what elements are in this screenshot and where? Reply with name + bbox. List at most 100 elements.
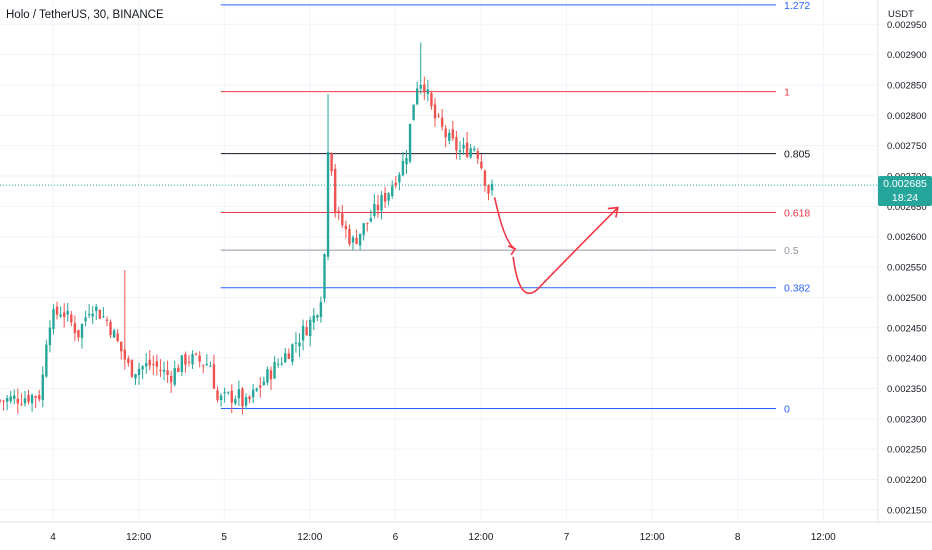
price-tick-label: 0.002500 xyxy=(887,293,927,304)
candle-body xyxy=(455,137,458,151)
candle-body xyxy=(244,397,248,406)
candle-body xyxy=(191,354,194,365)
chart-title: Holo / TetherUS, 30, BINANCE xyxy=(6,9,164,21)
candle-body xyxy=(48,327,52,346)
candle-body xyxy=(490,183,494,191)
candle-body xyxy=(412,104,415,121)
candle-body xyxy=(319,301,323,318)
candle-body xyxy=(219,395,223,400)
projection-down-arrow[interactable] xyxy=(493,197,516,250)
candle-body xyxy=(2,400,5,402)
candle-body xyxy=(266,369,269,383)
candle-body xyxy=(166,370,169,375)
time-tick-label: 12:00 xyxy=(811,532,836,543)
arrowhead-icon xyxy=(607,206,619,218)
candle-body xyxy=(326,152,330,257)
candle-body xyxy=(355,237,358,244)
candle-body xyxy=(70,314,73,323)
price-tick-label: 0.002800 xyxy=(887,111,927,122)
candle-body xyxy=(351,237,355,243)
candle-body xyxy=(387,193,390,201)
candle-body xyxy=(77,329,80,338)
candle-body xyxy=(330,153,333,172)
candle-body xyxy=(80,324,84,338)
candle-body xyxy=(437,115,440,117)
candle-body xyxy=(430,93,433,107)
candle-body xyxy=(134,374,137,379)
candle-body xyxy=(398,174,401,183)
candle-body xyxy=(473,148,476,151)
candle-body xyxy=(16,398,20,404)
candle-body xyxy=(9,396,12,402)
price-axis[interactable]: 0.002950 0.002900 0.002850 0.002800 0.002750… xyxy=(887,20,927,517)
grid-lines xyxy=(0,0,878,522)
candle-body xyxy=(34,396,37,398)
candle-body xyxy=(448,132,451,141)
price-tick-label: 0.002900 xyxy=(887,50,927,61)
arrowhead-icon xyxy=(507,245,517,256)
candle-body xyxy=(87,313,91,316)
candle-body xyxy=(62,312,66,318)
candle-body xyxy=(95,306,98,312)
candle-body xyxy=(423,84,426,93)
candle-body xyxy=(23,398,27,404)
price-tick-label: 0.002750 xyxy=(887,141,927,152)
candle-body xyxy=(394,182,397,186)
fib-level-label: 0.618 xyxy=(784,207,810,219)
price-tick-label: 0.002400 xyxy=(887,354,927,365)
candle-body xyxy=(127,358,130,363)
last-price-value: 0.002685 xyxy=(883,178,927,191)
price-tick-label: 0.002450 xyxy=(887,323,927,334)
candle-body xyxy=(348,228,351,244)
candle-body xyxy=(27,394,30,402)
candle-body xyxy=(52,309,55,329)
time-tick-label: 12:00 xyxy=(126,532,151,543)
price-tick-label: 0.002300 xyxy=(887,414,927,425)
candle-body xyxy=(105,319,109,321)
time-tick-label: 12:00 xyxy=(297,532,322,543)
candle-body xyxy=(262,381,266,385)
candle-body xyxy=(337,210,340,212)
candle-body xyxy=(223,391,226,393)
candle-body xyxy=(177,367,180,373)
candle-body xyxy=(66,311,69,315)
candle-body xyxy=(469,148,472,158)
price-tick-label: 0.002350 xyxy=(887,384,927,395)
candlesticks xyxy=(0,42,494,415)
candle-body xyxy=(120,341,123,352)
candle-body xyxy=(237,389,241,399)
candle-body xyxy=(323,254,326,299)
candle-body xyxy=(169,375,173,383)
time-tick-label: 6 xyxy=(393,532,399,543)
fib-level-label: 1.272 xyxy=(784,0,810,12)
candle-body xyxy=(116,333,119,342)
candle-body xyxy=(415,88,419,105)
candle-body xyxy=(112,330,116,338)
candle-body xyxy=(155,361,159,367)
price-tick-label: 0.002150 xyxy=(887,505,927,516)
candle-body xyxy=(198,355,201,362)
candle-body xyxy=(358,233,362,246)
candle-body xyxy=(20,403,23,405)
candle-body xyxy=(55,306,59,315)
candle-body xyxy=(30,395,34,404)
candle-body xyxy=(444,128,447,138)
candle-body xyxy=(433,104,437,119)
candle-body xyxy=(301,325,305,341)
candle-body xyxy=(251,389,255,398)
candle-body xyxy=(13,395,16,399)
fib-level-label: 0.382 xyxy=(784,283,810,295)
candle-body xyxy=(5,398,9,402)
candle-body xyxy=(209,365,212,367)
candle-body xyxy=(366,222,369,224)
candle-body xyxy=(38,395,41,400)
candle-body xyxy=(273,362,276,379)
candle-body xyxy=(159,369,162,371)
projection-up-arrow[interactable] xyxy=(512,207,619,295)
time-axis[interactable]: 4 12:00 5 12:00 6 12:00 7 12:00 8 12:00 xyxy=(50,532,836,543)
fibonacci-levels: 1.272 1 0.805 0.618 0.5 0.382 0 xyxy=(220,0,810,415)
candle-body xyxy=(312,315,315,323)
candle-body xyxy=(369,218,373,222)
candle-body xyxy=(41,374,44,400)
candle-body xyxy=(0,400,2,402)
